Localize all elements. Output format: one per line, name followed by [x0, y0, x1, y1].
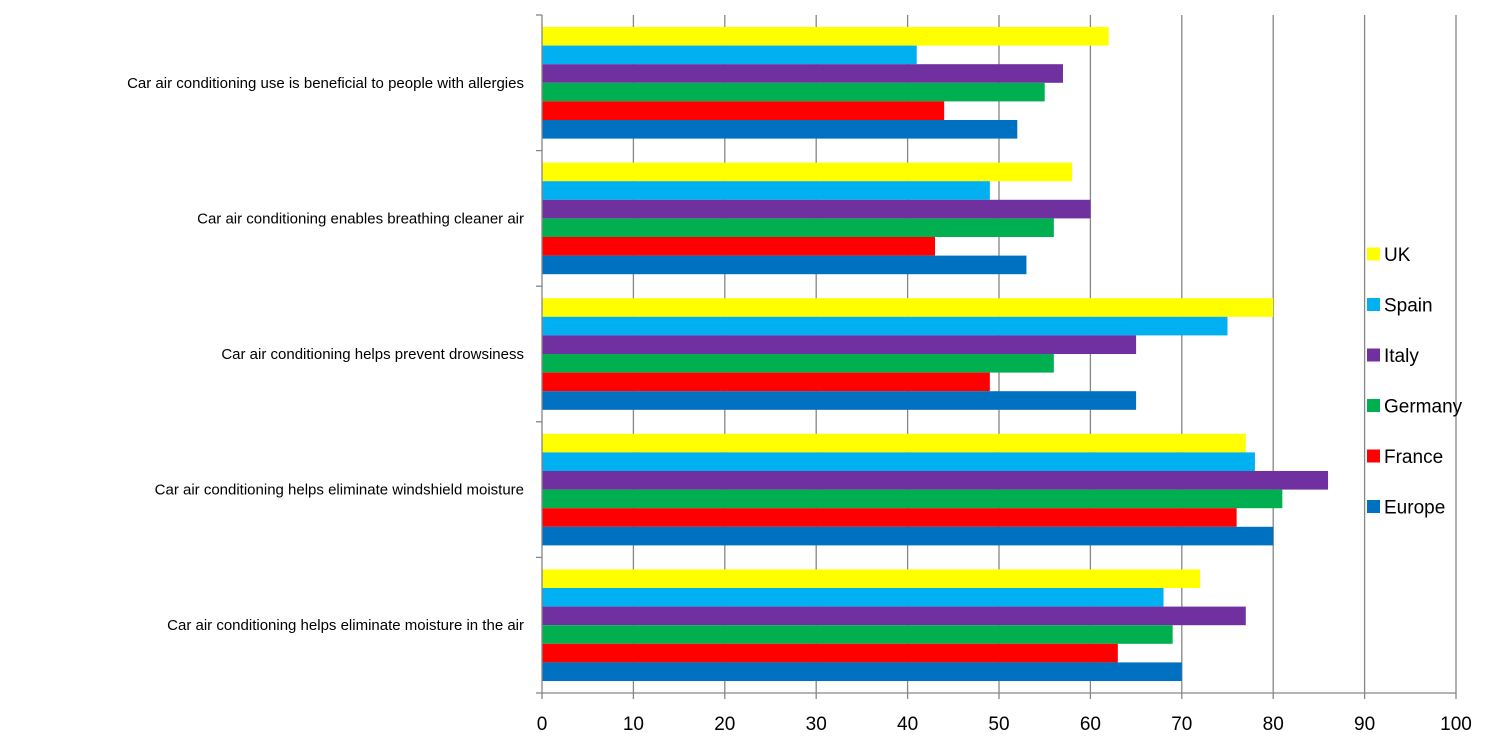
bar-europe-4	[542, 526, 1274, 546]
bar-italy-3	[542, 335, 1137, 354]
legend-swatch-france	[1367, 449, 1380, 463]
bar-europe-3	[542, 391, 1137, 410]
x-tick-label: 0	[537, 714, 548, 735]
bar-europe-2	[542, 255, 1027, 275]
legend-swatch-spain	[1367, 298, 1380, 311]
bar-europe-1	[542, 120, 1018, 139]
x-tick-label: 20	[714, 714, 735, 735]
bar-uk-5	[542, 569, 1201, 588]
legend-label-europe: Europe	[1384, 498, 1445, 519]
bar-uk-4	[542, 433, 1246, 453]
x-tick-label: 80	[1263, 714, 1284, 735]
bar-italy-5	[542, 606, 1246, 626]
bar-uk-2	[542, 162, 1073, 182]
legend-label-uk: UK	[1384, 245, 1411, 266]
x-tick-label: 50	[988, 714, 1009, 735]
x-tick-label: 60	[1080, 714, 1101, 735]
legend-swatch-germany	[1367, 399, 1380, 412]
bar-france-5	[542, 643, 1118, 663]
category-label: Car air conditioning helps prevent drows…	[221, 346, 524, 363]
bar-germany-2	[542, 218, 1054, 237]
bar-spain-5	[542, 588, 1164, 607]
legend-swatch-europe	[1367, 500, 1380, 513]
bar-spain-4	[542, 452, 1255, 471]
category-label: Car air conditioning use is beneficial t…	[127, 75, 524, 92]
bar-germany-4	[542, 489, 1283, 509]
bar-germany-5	[542, 625, 1173, 644]
category-label: Car air conditioning enables breathing c…	[197, 210, 524, 227]
axes	[536, 14, 1457, 699]
x-tick-label: 100	[1440, 714, 1472, 735]
legend: UK Spain Italy Germany France Europe	[1367, 245, 1463, 519]
bar-france-3	[542, 372, 990, 392]
x-tick-labels: 0 10 20 30 40 50 60 70 80 90 100	[537, 714, 1472, 735]
bar-europe-5	[542, 662, 1182, 681]
x-tick-label: 90	[1354, 714, 1375, 735]
legend-label-italy: Italy	[1384, 346, 1419, 367]
legend-swatch-italy	[1367, 348, 1380, 362]
legend-label-germany: Germany	[1384, 397, 1463, 418]
bar-france-2	[542, 237, 936, 256]
category-label: Car air conditioning helps eliminate win…	[155, 482, 524, 499]
x-tick-label: 30	[806, 714, 827, 735]
bar-germany-1	[542, 82, 1045, 102]
bar-spain-2	[542, 181, 990, 200]
x-tick-label: 10	[623, 714, 644, 735]
x-tick-label: 40	[897, 714, 918, 735]
bar-spain-3	[542, 316, 1228, 336]
bar-uk-1	[542, 27, 1109, 46]
bar-italy-2	[542, 199, 1091, 219]
legend-label-france: France	[1384, 447, 1443, 468]
bar-italy-4	[542, 471, 1329, 490]
legend-label-spain: Spain	[1384, 296, 1433, 317]
bar-uk-3	[542, 298, 1274, 317]
bar-italy-1	[542, 64, 1063, 83]
bar-spain-1	[542, 45, 917, 65]
category-label: Car air conditioning helps eliminate moi…	[167, 617, 524, 634]
category-labels: Car air conditioning use is beneficial t…	[127, 75, 524, 634]
bar-france-1	[542, 101, 945, 120]
bars	[542, 27, 1329, 681]
bar-germany-3	[542, 354, 1054, 373]
legend-swatch-uk	[1367, 247, 1380, 261]
bar-france-4	[542, 508, 1237, 527]
x-tick-label: 70	[1171, 714, 1192, 735]
